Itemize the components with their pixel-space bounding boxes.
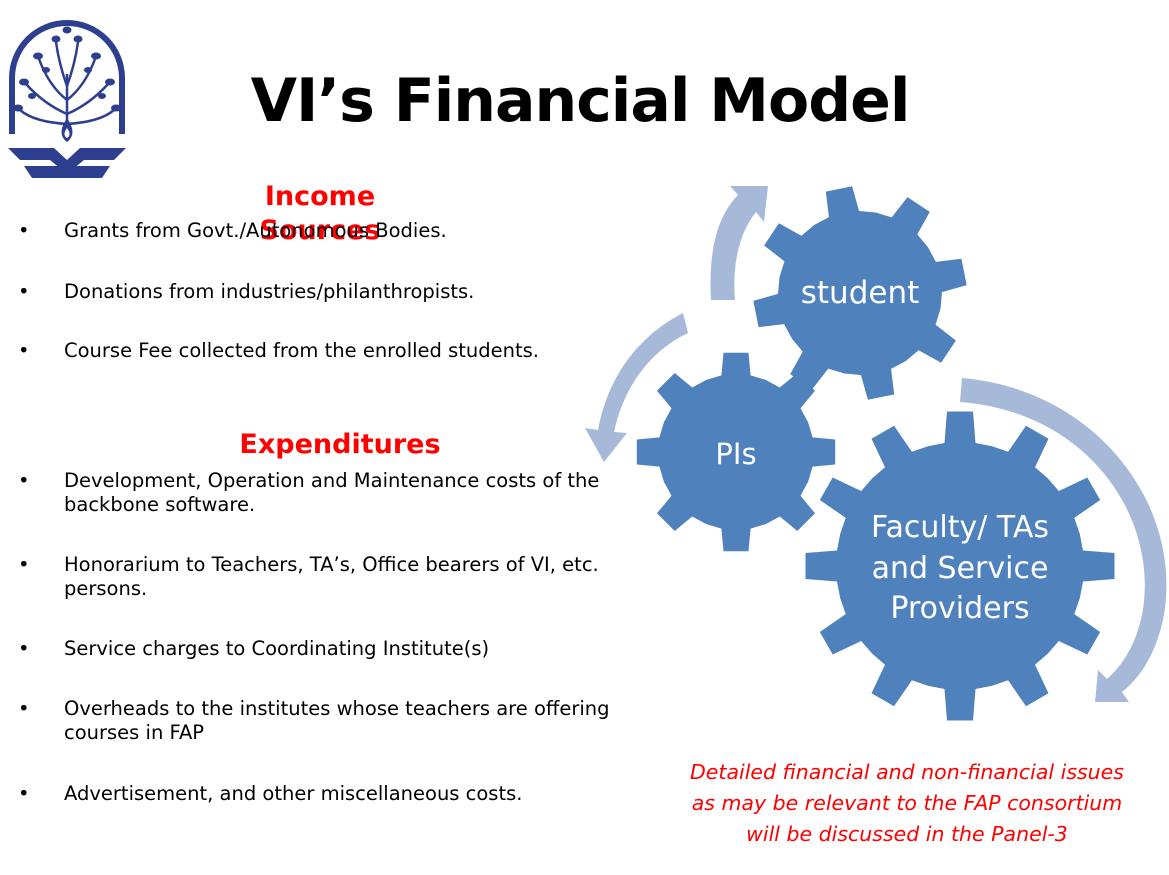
bullet-icon: • [18, 637, 30, 660]
bullet-icon: • [18, 219, 30, 242]
expenditure-item-line: Development, Operation and Maintenance c… [64, 469, 600, 492]
expenditure-item-line: persons. [64, 577, 148, 600]
expenditure-item-line: Honorarium to Teachers, TA’s, Office bea… [64, 553, 599, 576]
note-line: will be discussed in the Panel-3 [746, 822, 1068, 846]
gear-label-student: student [801, 275, 920, 311]
expenditure-item-line: backbone software. [64, 493, 256, 516]
gear-label-faculty: Providers [890, 591, 1029, 626]
expenditure-item-line: Advertisement, and other miscellaneous c… [64, 782, 523, 805]
bullet-icon: • [18, 553, 30, 576]
expenditure-item-line: Service charges to Coordinating Institut… [64, 637, 490, 660]
cycle-arrow-up [710, 186, 768, 300]
gear-pis [636, 352, 836, 552]
cycle-arrow-right [960, 378, 1167, 702]
bullet-icon: • [18, 469, 30, 492]
discussion-note: Detailed financial and non-financial iss… [664, 757, 1150, 850]
note-line: Detailed financial and non-financial iss… [690, 760, 1124, 784]
note-line: as may be relevant to the FAP consortium [691, 791, 1123, 815]
bullet-icon: • [18, 782, 30, 805]
income-item-text: Donations from industries/philanthropist… [64, 280, 475, 303]
slide-title: VI’s Financial Model [250, 66, 911, 136]
bullet-icon: • [18, 339, 30, 362]
gear-student [753, 186, 967, 400]
gear-label-faculty: Faculty/ TAs [871, 510, 1049, 545]
bullet-icon: • [18, 280, 30, 303]
expenditures-heading: Expenditures [239, 429, 441, 460]
gear-faculty [805, 411, 1115, 721]
institute-logo [8, 20, 126, 178]
gears [636, 186, 1115, 721]
gear-label-pis: PIs [715, 437, 756, 471]
income-item-text: Grants from Govt./Autonomous Bodies. [64, 219, 447, 242]
income-item-text: Course Fee collected from the enrolled s… [64, 339, 540, 362]
cycle-arrow-left [585, 313, 688, 462]
bullet-icon: • [18, 697, 30, 720]
income-heading: Income Sources [259, 181, 381, 246]
gear-label-faculty: and Service [872, 551, 1049, 586]
expenditure-item-line: Overheads to the institutes whose teache… [64, 697, 610, 720]
expenditure-item-line: courses in FAP [64, 721, 205, 744]
